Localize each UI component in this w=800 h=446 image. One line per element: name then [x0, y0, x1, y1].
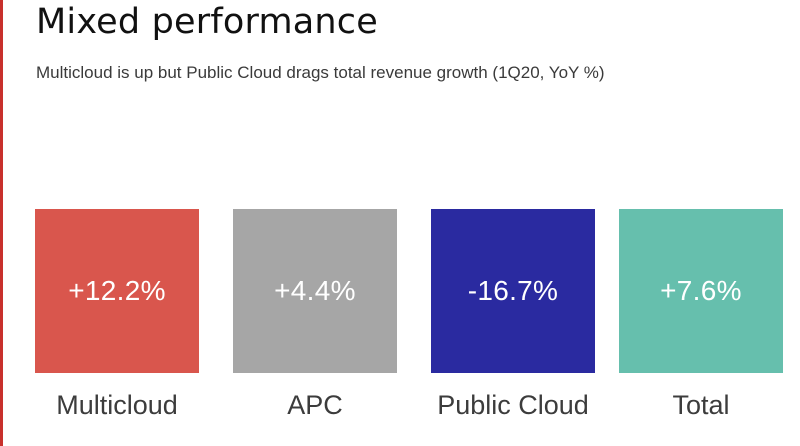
tile-value-label: +7.6%	[660, 275, 742, 306]
chart-subtitle: Multicloud is up but Public Cloud drags …	[36, 63, 605, 82]
category-label: Multicloud	[56, 390, 178, 420]
category-label: APC	[287, 390, 343, 420]
tile-value-label: -16.7%	[467, 275, 559, 306]
category-label: Public Cloud	[437, 390, 589, 420]
metric-tile-multicloud: +12.2%	[35, 209, 199, 373]
tile-value-label: +12.2%	[68, 275, 166, 306]
metric-tile-apc: +4.4%	[233, 209, 397, 373]
tile-value-label: +4.4%	[274, 275, 356, 306]
metric-tile-total: +7.6%	[619, 209, 783, 373]
metric-tile-public-cloud: -16.7%	[431, 209, 595, 373]
accent-line	[0, 0, 3, 446]
category-label: Total	[672, 390, 730, 420]
chart-title: Mixed performance	[36, 2, 378, 42]
